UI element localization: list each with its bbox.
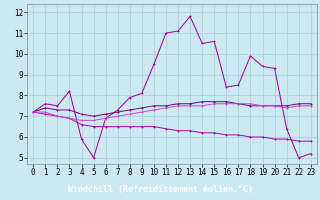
Text: Windchill (Refroidissement éolien,°C): Windchill (Refroidissement éolien,°C) [68, 185, 252, 194]
